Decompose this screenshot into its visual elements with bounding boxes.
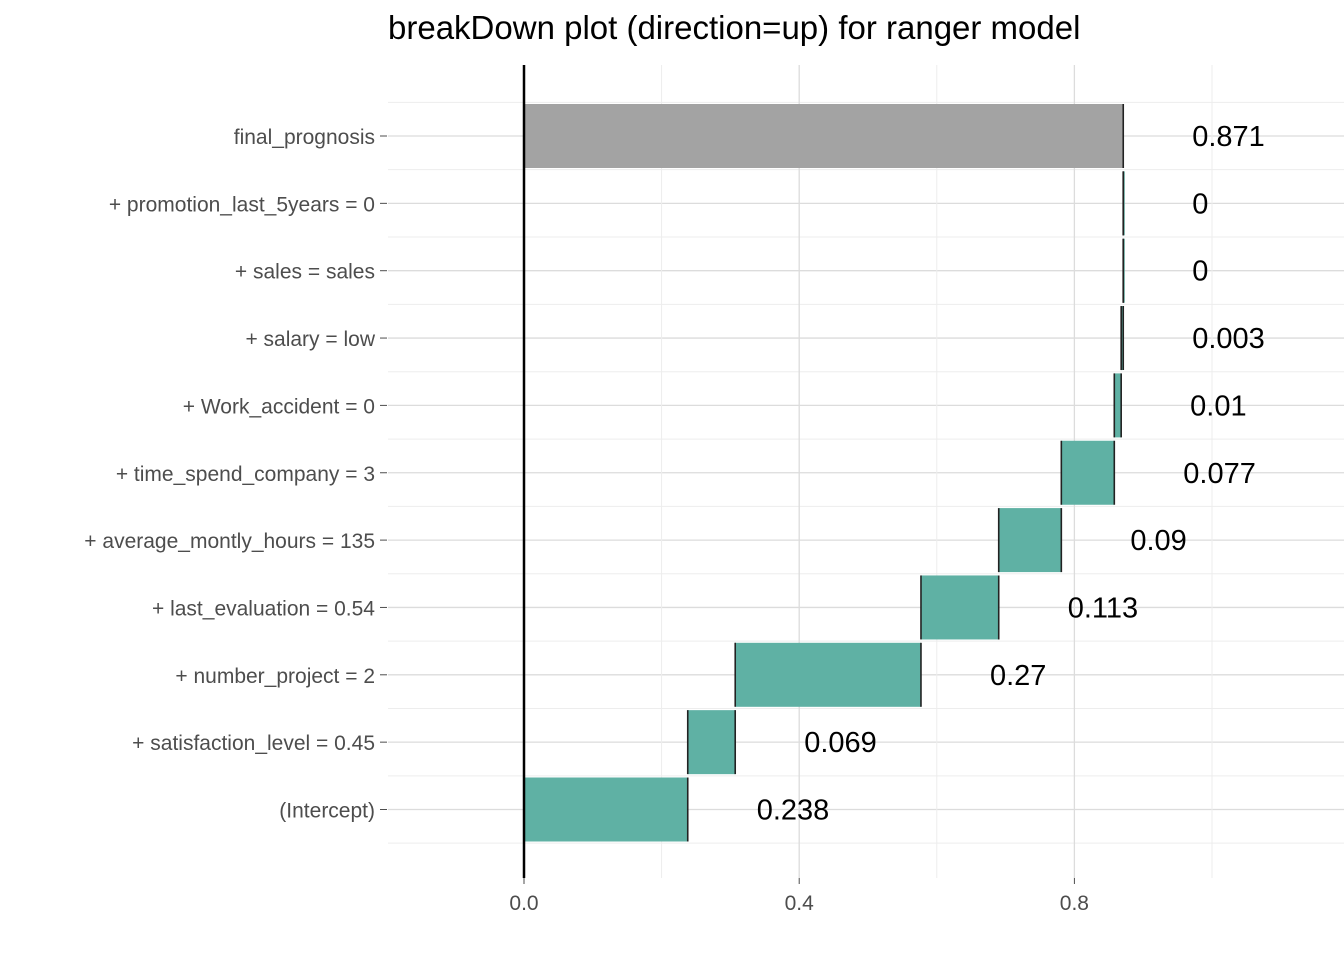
data-label-9: 0.069 [804,727,877,759]
bar-3 [1121,306,1124,371]
x-tick-label: 0.0 [509,892,538,915]
data-label-0: 0.871 [1192,121,1265,153]
data-label-1: 0 [1192,188,1208,220]
y-tick-label-0: final_prognosis [234,126,375,149]
axis-layer: 0.0 0.4 0.8 [380,65,1089,915]
y-tick-label-3: + salary = low [245,328,375,351]
y-tick-label-10: (Intercept) [279,800,375,823]
y-tick-label-2: + sales = sales [235,261,375,284]
y-tick-label-7: + last_evaluation = 0.54 [152,597,375,620]
bar-8 [735,642,921,707]
data-label-8: 0.27 [990,660,1046,692]
x-tick-label: 0.4 [785,892,815,915]
bar-0 [524,104,1124,168]
bar-layer [523,104,1125,842]
x-tick-label: 0.8 [1060,892,1089,915]
data-label-5: 0.077 [1183,458,1256,490]
data-label-3: 0.003 [1192,323,1265,355]
data-label-10: 0.238 [757,795,830,827]
y-tick-label-4: + Work_accident = 0 [183,395,375,418]
y-tick-label-6: + average_montly_hours = 135 [84,530,375,553]
y-tick-label-8: + number_project = 2 [175,665,375,688]
bar-6 [998,508,1062,573]
bar-5 [1061,440,1115,505]
data-label-7: 0.113 [1068,592,1138,624]
chart-title: breakDown plot (direction=up) for ranger… [388,9,1080,46]
bar-7 [920,575,999,640]
y-tick-label-9: + satisfaction_level = 0.45 [132,732,375,755]
bar-10 [524,777,688,842]
data-label-6: 0.09 [1130,525,1186,557]
data-label-4: 0.01 [1190,390,1246,422]
label-layer: 0.871 final_prognosis 0 + promotion_last_5y… [84,121,1265,827]
data-label-2: 0 [1192,256,1208,288]
y-tick-label-5: + time_spend_company = 3 [116,463,375,486]
bar-4 [1114,373,1122,438]
y-tick-label-1: + promotion_last_5years = 0 [109,193,375,216]
bar-9 [687,710,736,775]
